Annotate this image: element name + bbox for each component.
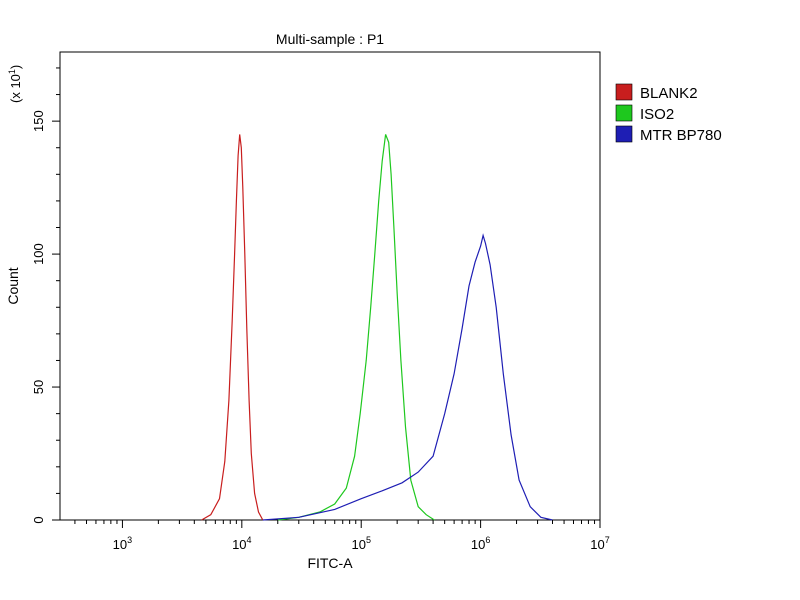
y-tick-label: 50 (31, 380, 46, 394)
x-tick-label: 104 (232, 535, 251, 552)
y-axis-title: Count (5, 267, 21, 304)
legend-swatch-2 (615, 125, 633, 143)
y-multiplier-label: (x 101) (7, 65, 23, 103)
plot-frame (59, 51, 601, 521)
y-tick-label: 100 (31, 243, 46, 265)
legend: BLANK2 ISO2 MTR BP780 (615, 83, 722, 144)
x-axis-title: FITC-A (307, 555, 353, 571)
series-line-0 (201, 134, 264, 521)
y-axis: 0 50 100 150 (31, 67, 60, 524)
legend-swatch-1 (615, 104, 633, 122)
legend-label-1: ISO2 (640, 106, 674, 123)
legend-swatch-0 (615, 83, 633, 101)
y-tick-label: 0 (31, 516, 46, 523)
x-tick-label: 106 (471, 535, 490, 552)
x-tick-label: 107 (590, 535, 609, 552)
legend-label-0: BLANK2 (640, 85, 698, 102)
y-tick-label: 150 (31, 110, 46, 132)
chart-title: Multi-sample : P1 (276, 31, 384, 47)
x-tick-label: 105 (351, 535, 370, 552)
series-line-2 (262, 233, 553, 521)
series-layer (201, 134, 553, 521)
x-axis: 103 104 105 106 107 (74, 520, 610, 552)
x-tick-label: 103 (113, 535, 132, 552)
legend-label-2: MTR BP780 (640, 127, 722, 144)
series-line-1 (277, 134, 435, 521)
